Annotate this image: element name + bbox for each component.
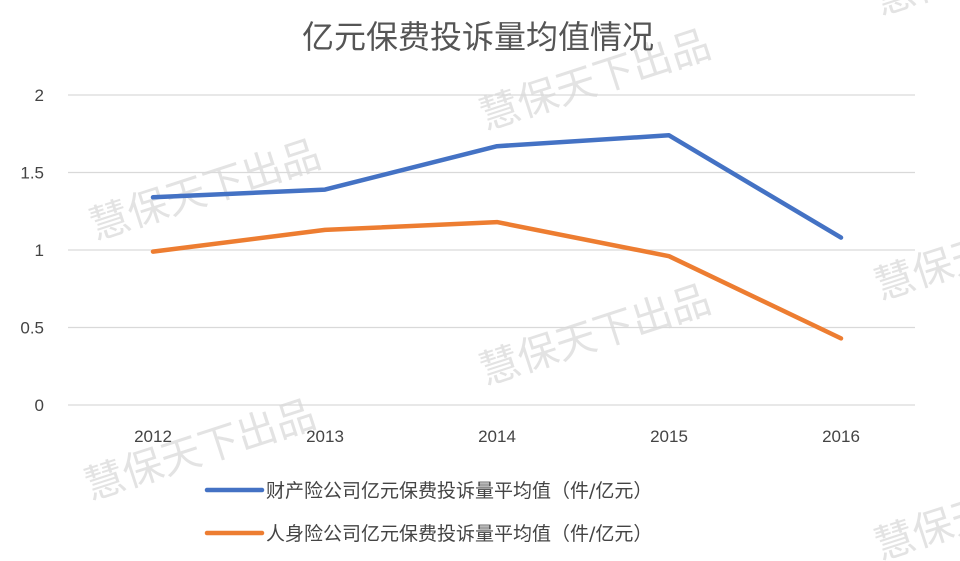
chart-title: 亿元保费投诉量均值情况 (302, 18, 654, 56)
x-tick-label: 2014 (478, 427, 516, 446)
y-tick-label: 0.5 (20, 319, 44, 338)
x-tick-label: 2012 (134, 427, 172, 446)
x-axis-tick-labels: 2012 2013 2014 2015 2016 (134, 427, 860, 446)
y-tick-label: 1.5 (20, 164, 44, 183)
x-tick-label: 2013 (306, 427, 344, 446)
legend-label: 财产险公司亿元保费投诉量平均值（件/亿元） (266, 480, 652, 502)
legend: 财产险公司亿元保费投诉量平均值（件/亿元） 人身险公司亿元保费投诉量平均值（件/亿… (204, 480, 652, 545)
x-tick-label: 2015 (650, 427, 688, 446)
watermark-text: 慧保天下出品 (869, 452, 960, 561)
watermark-layer: 慧保天下出品慧保天下出品慧保天下出品慧保天下出品慧保天下出品慧保天下出品慧保天下… (79, 0, 960, 561)
gridlines (68, 94, 915, 406)
watermark-text: 慧保天下出品 (474, 277, 716, 395)
y-tick-label: 1 (35, 241, 44, 260)
y-tick-label: 0 (35, 396, 44, 415)
legend-label: 人身险公司亿元保费投诉量平均值（件/亿元） (266, 523, 652, 545)
y-tick-label: 2 (35, 86, 44, 105)
watermark-text: 慧保天下出品 (869, 0, 960, 25)
series-line-life-insurance (150, 219, 844, 341)
x-tick-label: 2016 (822, 427, 860, 446)
y-axis-tick-labels: 0 0.5 1 1.5 2 (20, 86, 44, 415)
series-lines (150, 133, 844, 341)
